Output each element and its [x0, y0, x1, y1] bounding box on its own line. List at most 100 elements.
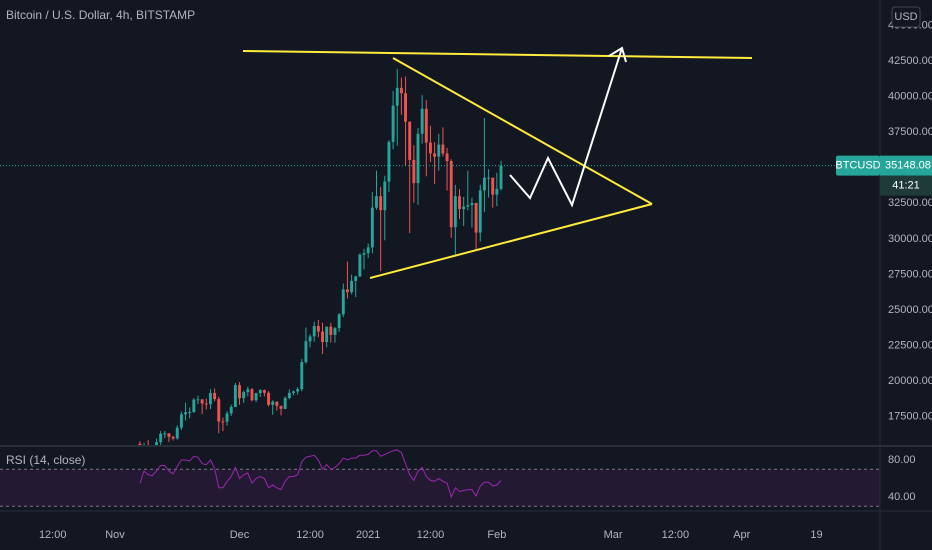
- candle-body: [429, 142, 432, 154]
- candle-body: [262, 390, 266, 393]
- x-tick-label: 12:00: [662, 529, 690, 541]
- x-tick-label: 12:00: [417, 529, 445, 541]
- candle-body: [383, 181, 387, 211]
- rsi-tick-label: 80.00: [888, 454, 916, 466]
- candle-body: [316, 326, 320, 332]
- triangle-upper: [392, 57, 653, 205]
- y-tick-label: 27500.00: [888, 268, 932, 280]
- time-axis: 12:00 Nov Dec 12:00 2021 12:00 Feb Mar 12:00 Apr 1…: [39, 529, 823, 541]
- candle-body: [412, 159, 416, 184]
- candle-body: [163, 433, 167, 435]
- candle-body: [300, 362, 304, 390]
- candle-body: [482, 177, 486, 191]
- candle-body: [151, 447, 154, 448]
- candle-body: [196, 399, 200, 401]
- candle-body: [375, 196, 378, 208]
- candle-body: [321, 331, 324, 343]
- candle-body: [445, 153, 449, 162]
- symbol-label: BTCUSD: [835, 160, 880, 172]
- candle-body: [204, 403, 208, 405]
- y-tick-label: 25000.00: [888, 304, 932, 316]
- candle-body: [155, 442, 158, 445]
- candle-body: [254, 393, 258, 401]
- candle-body: [304, 341, 308, 363]
- candle-body: [458, 196, 461, 210]
- candle-body: [453, 196, 457, 228]
- candle-body: [292, 391, 295, 393]
- chart-title: Bitcoin / U.S. Dollar, 4h, BITSTAMP: [6, 8, 195, 22]
- candle-body: [354, 276, 358, 281]
- x-tick-label: Mar: [604, 529, 623, 541]
- last-price: BTCUSD 35148.08 41:21: [835, 155, 932, 196]
- candle-body: [441, 144, 445, 154]
- countdown: 41:21: [892, 180, 920, 192]
- candle-body: [308, 336, 312, 342]
- candle-body: [387, 141, 391, 182]
- rsi-line: [139, 449, 502, 499]
- candle-body: [350, 280, 354, 293]
- rsi-title: RSI (14, close): [6, 453, 85, 467]
- candle-body: [333, 328, 337, 335]
- candle-body: [192, 399, 196, 413]
- candle-body: [267, 392, 271, 405]
- candle-body: [366, 247, 370, 254]
- candle-body: [287, 392, 291, 399]
- candle-body: [242, 392, 246, 399]
- candle-body: [138, 443, 142, 445]
- price-axis: 17500.00 20000.00 22500.00 25000.00 27500.00…: [888, 19, 932, 502]
- candle-body: [420, 108, 424, 134]
- y-tick-label: 37500.00: [888, 126, 932, 138]
- currency: USD: [894, 11, 917, 23]
- rsi-band: [0, 469, 880, 507]
- candle-body: [312, 326, 316, 337]
- candle-body: [171, 436, 175, 439]
- x-tick-label: 19: [810, 529, 822, 541]
- x-tick-label: Dec: [230, 529, 250, 541]
- candle-body: [217, 399, 221, 422]
- candle-body: [200, 399, 204, 404]
- candle-body: [337, 314, 341, 329]
- candle-body: [225, 413, 229, 422]
- last-price-label: 35148.08: [885, 160, 931, 172]
- candle-body: [491, 177, 495, 195]
- candle-body: [296, 389, 300, 392]
- candle-body: [179, 414, 183, 428]
- countdown-box: [880, 175, 932, 196]
- candle-body: [478, 190, 482, 233]
- x-tick-label: Nov: [105, 529, 125, 541]
- candle-body: [167, 433, 171, 437]
- x-tick-label: Apr: [733, 529, 750, 541]
- candle-body: [250, 389, 254, 401]
- candle-body: [279, 405, 283, 409]
- candle-body: [221, 421, 225, 423]
- candle-body: [341, 289, 345, 315]
- candle-body: [345, 289, 349, 293]
- candle-body: [391, 105, 395, 142]
- y-tick-label: 30000.00: [888, 233, 932, 245]
- candle-body: [424, 108, 428, 143]
- candle-body: [408, 121, 412, 160]
- candle-body: [462, 206, 466, 210]
- candle-body: [379, 196, 383, 211]
- candle-body: [416, 133, 420, 184]
- candle-body: [474, 203, 478, 233]
- price-box: [880, 155, 932, 176]
- candle-body: [233, 385, 237, 407]
- candle-body: [275, 401, 279, 406]
- candle-body: [184, 412, 187, 415]
- candle-body: [258, 390, 262, 394]
- y-tick-label: 20000.00: [888, 375, 932, 387]
- y-tick-label: 17500.00: [888, 410, 932, 422]
- candle-body: [283, 398, 287, 409]
- candle-body: [437, 144, 441, 157]
- currency-box[interactable]: [891, 6, 921, 28]
- y-tick-label: 32500.00: [888, 197, 932, 209]
- candle-body: [246, 389, 250, 393]
- rsi-pane: [0, 449, 880, 507]
- candle-body: [159, 433, 163, 443]
- candle-body: [271, 401, 275, 405]
- arrow-head: [608, 46, 627, 63]
- candle-body: [175, 427, 179, 439]
- candle-body: [466, 205, 470, 207]
